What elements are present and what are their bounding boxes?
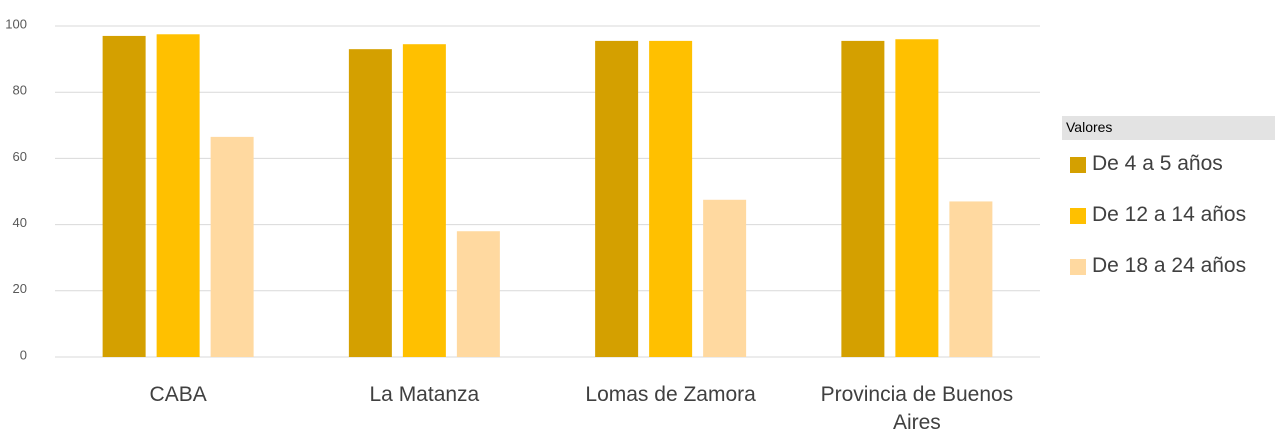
legend-label: De 4 a 5 años xyxy=(1092,152,1223,175)
y-tick-label: 80 xyxy=(13,83,27,98)
legend-header xyxy=(1062,116,1275,140)
bar xyxy=(949,201,993,357)
bar xyxy=(210,136,254,357)
x-tick-label: La Matanza xyxy=(369,383,480,406)
bar xyxy=(595,40,639,358)
bar xyxy=(402,44,446,357)
x-tick-label: Lomas de Zamora xyxy=(585,383,756,406)
legend-title: Valores xyxy=(1066,119,1113,135)
x-tick-label: CABA xyxy=(149,383,207,406)
legend-swatch xyxy=(1070,208,1086,224)
legend-swatch xyxy=(1070,157,1086,173)
legend-label: De 12 a 14 años xyxy=(1092,203,1247,226)
y-tick-label: 40 xyxy=(13,215,27,230)
y-tick-label: 20 xyxy=(13,281,27,296)
bar xyxy=(703,199,747,357)
bar xyxy=(895,39,939,358)
bar xyxy=(456,231,500,357)
x-tick-label: Provincia de Buenos Aires xyxy=(820,383,1014,434)
bar xyxy=(156,34,200,358)
bar xyxy=(102,35,146,358)
bar xyxy=(348,49,392,358)
y-tick-label: 100 xyxy=(5,16,27,31)
bar xyxy=(649,40,693,358)
bar xyxy=(841,40,885,358)
legend-label: De 18 a 24 años xyxy=(1092,254,1247,277)
y-tick-label: 60 xyxy=(13,149,27,164)
y-tick-label: 0 xyxy=(20,347,27,362)
legend-swatch xyxy=(1070,259,1086,275)
